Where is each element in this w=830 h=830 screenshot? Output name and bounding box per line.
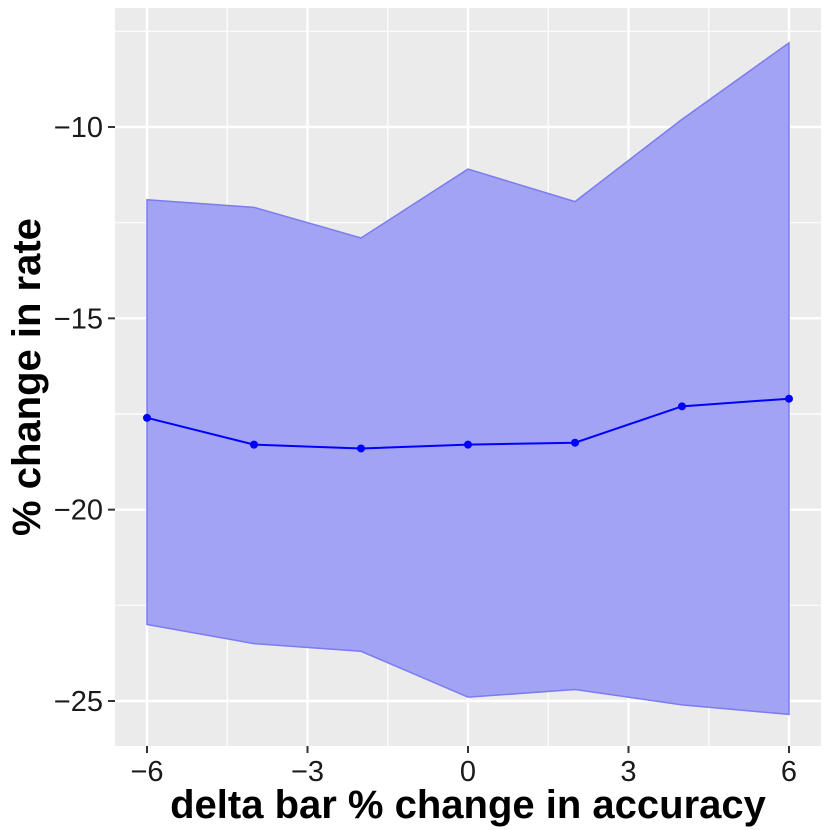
data-point [785, 394, 793, 403]
x-tick-label: 0 [460, 756, 476, 788]
y-tick-label: −10 [54, 112, 103, 144]
data-point [357, 444, 365, 453]
data-point [678, 402, 686, 411]
x-tick-label: 6 [781, 756, 797, 788]
data-point [143, 413, 151, 422]
x-tick-label: 3 [620, 756, 636, 788]
x-tick-label: −3 [291, 756, 324, 788]
y-axis-title: % change in rate [5, 218, 49, 536]
series-points [143, 394, 793, 453]
data-point [571, 438, 579, 447]
y-tick-label: −15 [54, 303, 103, 335]
y-axis-ticks: −25 −20 −15 −10 [54, 112, 115, 718]
y-tick-label: −25 [54, 686, 103, 718]
x-axis-title: delta bar % change in accuracy [170, 783, 767, 827]
x-axis-ticks: −6 −3 0 3 6 [130, 746, 797, 788]
data-point [464, 440, 472, 449]
data-point [250, 440, 258, 449]
confidence-ribbon [146, 41, 790, 716]
y-tick-label: −20 [54, 495, 103, 527]
x-tick-label: −6 [130, 756, 163, 788]
